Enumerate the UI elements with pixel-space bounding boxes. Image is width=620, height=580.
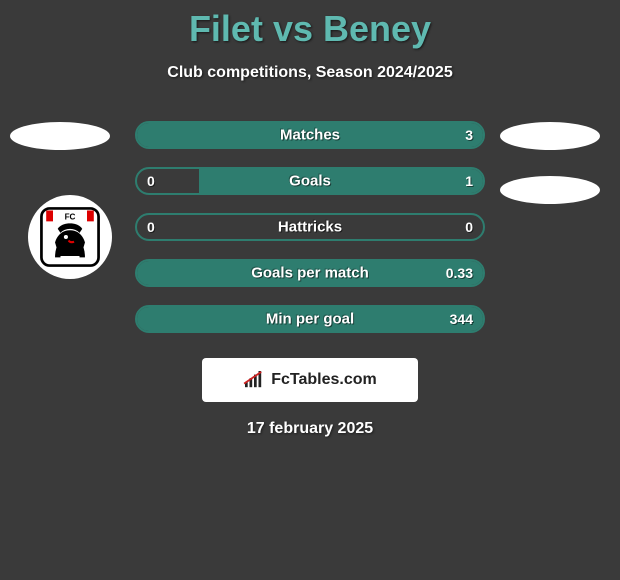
stats-rows: Matches 3 Goals 0 1 Hattricks 0 0 Goals per matc… xyxy=(0,112,620,342)
stat-row: Min per goal 344 xyxy=(0,296,620,342)
stat-value-right: 344 xyxy=(450,311,473,327)
stat-row: Matches 3 xyxy=(0,112,620,158)
stat-value-right: 1 xyxy=(465,173,473,189)
stat-value-right: 0.33 xyxy=(446,265,473,281)
stat-bar: Goals per match 0.33 xyxy=(135,259,485,287)
stat-value-left: 0 xyxy=(147,219,155,235)
stat-label: Goals per match xyxy=(251,265,369,282)
stat-label: Goals xyxy=(289,173,331,190)
page-subtitle: Club competitions, Season 2024/2025 xyxy=(0,64,620,82)
stat-value-left: 0 xyxy=(147,173,155,189)
stat-bar: Matches 3 xyxy=(135,121,485,149)
stat-row: Hattricks 0 0 xyxy=(0,204,620,250)
site-attribution: FcTables.com xyxy=(202,358,418,402)
bar-chart-icon xyxy=(243,371,265,389)
stat-row: Goals per match 0.33 xyxy=(0,250,620,296)
site-label: FcTables.com xyxy=(271,371,377,389)
stat-bar: Hattricks 0 0 xyxy=(135,213,485,241)
stat-value-right: 0 xyxy=(465,219,473,235)
bar-fill-right xyxy=(199,169,483,193)
stat-value-right: 3 xyxy=(465,127,473,143)
page-title: Filet vs Beney xyxy=(0,0,620,50)
date-text: 17 february 2025 xyxy=(0,420,620,438)
stat-label: Min per goal xyxy=(266,311,354,328)
stat-row: Goals 0 1 xyxy=(0,158,620,204)
stat-label: Hattricks xyxy=(278,219,342,236)
stat-bar: Min per goal 344 xyxy=(135,305,485,333)
stat-label: Matches xyxy=(280,127,340,144)
stat-bar: Goals 0 1 xyxy=(135,167,485,195)
